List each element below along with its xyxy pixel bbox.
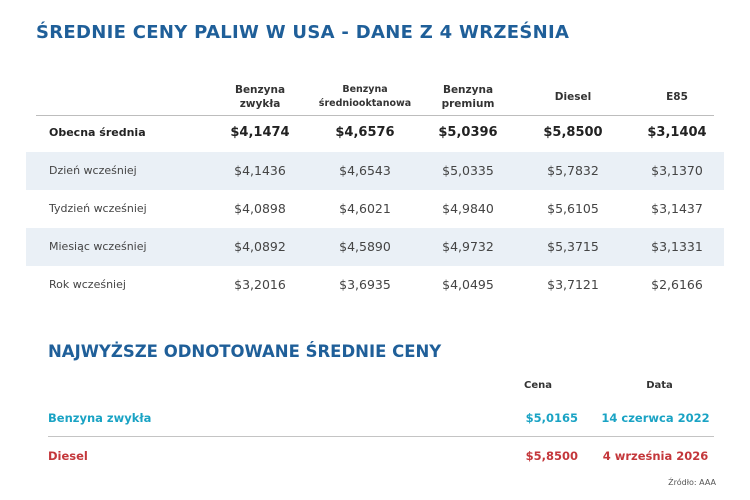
table-row-current: Obecna średnia $4,1474 $4,6576 $5,0396 $… [26,114,724,152]
price-cell: $5,3715 [547,239,599,254]
column-header-e85: E85 [632,79,722,115]
price-cell: $4,0495 [442,277,494,292]
column-header-line2: średniooktanowa [318,98,412,109]
record-date: 14 czerwca 2022 [601,411,710,425]
page-title: ŚREDNIE CENY PALIW W USA - DANE Z 4 WRZE… [36,22,570,43]
source-note: Źródło: AAA [668,478,716,487]
column-header-diesel: Diesel [528,79,618,115]
record-row-diesel: Diesel $5,8500 4 września 2026 [48,437,714,475]
price-cell: $5,0396 [438,125,498,140]
records-title: NAJWYŻSZE ODNOTOWANE ŚREDNIE CENY [48,342,442,361]
column-header-premium: Benzyna premium [423,79,513,115]
record-price: $5,0165 [525,411,578,425]
header-divider [36,115,714,116]
price-cell: $4,6021 [339,201,391,216]
price-cell: $5,8500 [543,125,603,140]
price-cell: $4,5890 [339,239,391,254]
price-cell: $4,9840 [442,201,494,216]
price-cell: $4,1474 [230,125,290,140]
column-header-regular: Benzyna zwykła [215,79,305,115]
column-header-line1: Diesel [554,91,592,103]
record-fuel-name: Diesel [48,449,88,463]
price-cell: $4,1436 [234,163,286,178]
price-cell: $5,0335 [442,163,494,178]
price-cell: $3,1331 [651,239,703,254]
price-cell: $3,1437 [651,201,703,216]
records-divider [48,436,714,437]
column-header-line2: premium [441,98,495,110]
row-label: Dzień wcześniej [49,164,137,177]
price-cell: $3,6935 [339,277,391,292]
price-cell: $5,6105 [547,201,599,216]
records-price-header: Cena [524,380,552,391]
column-header-line1: Benzyna [342,84,388,95]
price-cell: $5,7832 [547,163,599,178]
price-cell: $2,6166 [651,277,703,292]
record-date: 4 września 2026 [602,449,709,463]
record-row-regular: Benzyna zwykła $5,0165 14 czerwca 2022 [48,399,714,437]
price-cell: $3,7121 [547,277,599,292]
price-cell: $3,1404 [647,125,707,140]
row-label: Miesiąc wcześniej [49,240,147,253]
column-header-midgrade: Benzyna średniooktanowa [310,79,420,115]
record-price: $5,8500 [525,449,578,463]
column-header-line1: Benzyna [442,84,494,96]
price-cell: $4,0898 [234,201,286,216]
column-header-line2: zwykła [239,98,281,110]
row-label: Rok wcześniej [49,278,126,291]
row-label: Tydzień wcześniej [49,202,147,215]
records-date-header: Data [646,380,673,391]
price-cell: $3,2016 [234,277,286,292]
record-fuel-name: Benzyna zwykła [48,411,152,425]
price-cell: $4,6543 [339,163,391,178]
table-row: Miesiąc wcześniej $4,0892 $4,5890 $4,973… [26,228,724,266]
price-cell: $4,9732 [442,239,494,254]
price-cell: $4,6576 [335,125,395,140]
table-row: Rok wcześniej $3,2016 $3,6935 $4,0495 $3… [26,266,724,304]
row-label: Obecna średnia [49,126,146,139]
column-header-line1: Benzyna [234,84,286,96]
price-cell: $4,0892 [234,239,286,254]
price-cell: $3,1370 [651,163,703,178]
table-row: Tydzień wcześniej $4,0898 $4,6021 $4,984… [26,190,724,228]
column-header-line1: E85 [666,91,688,103]
table-row: Dzień wcześniej $4,1436 $4,6543 $5,0335 … [26,152,724,190]
